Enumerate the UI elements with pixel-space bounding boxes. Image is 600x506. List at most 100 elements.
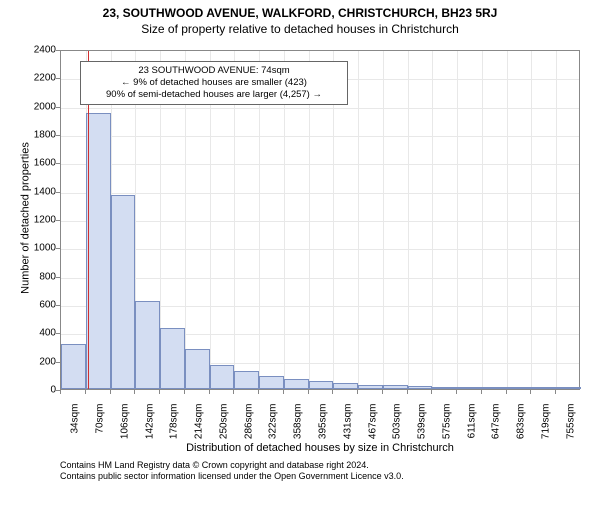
x-tick-mark xyxy=(233,390,234,394)
x-tick-label: 431sqm xyxy=(342,404,353,449)
x-tick-label: 647sqm xyxy=(491,404,502,449)
x-tick-mark xyxy=(308,390,309,394)
x-tick-mark xyxy=(209,390,210,394)
y-tick-mark xyxy=(56,107,60,108)
histogram-bar xyxy=(383,385,408,389)
y-tick-label: 1600 xyxy=(26,158,56,169)
histogram-bar xyxy=(185,349,210,389)
x-tick-label: 142sqm xyxy=(144,404,155,449)
annotation-line2: ← 9% of detached houses are smaller (423… xyxy=(87,77,341,89)
x-tick-mark xyxy=(110,390,111,394)
y-tick-label: 2000 xyxy=(26,101,56,112)
y-tick-mark xyxy=(56,192,60,193)
x-tick-label: 539sqm xyxy=(417,404,428,449)
x-tick-mark xyxy=(382,390,383,394)
x-tick-mark xyxy=(184,390,185,394)
x-tick-label: 358sqm xyxy=(293,404,304,449)
histogram-bar xyxy=(160,328,185,389)
y-tick-label: 2400 xyxy=(26,45,56,56)
x-tick-mark xyxy=(332,390,333,394)
gridline-vertical xyxy=(457,51,458,389)
x-tick-mark xyxy=(159,390,160,394)
gridline-horizontal xyxy=(61,193,579,194)
x-tick-mark xyxy=(431,390,432,394)
gridline-horizontal xyxy=(61,249,579,250)
y-tick-mark xyxy=(56,50,60,51)
histogram-bar xyxy=(309,381,334,389)
annotation-box: 23 SOUTHWOOD AVENUE: 74sqm ← 9% of detac… xyxy=(80,61,348,105)
x-tick-mark xyxy=(506,390,507,394)
y-tick-label: 0 xyxy=(26,385,56,396)
x-tick-label: 34sqm xyxy=(70,404,81,449)
gridline-vertical xyxy=(432,51,433,389)
x-tick-mark xyxy=(357,390,358,394)
y-tick-mark xyxy=(56,305,60,306)
x-tick-label: 611sqm xyxy=(466,404,477,449)
footer-line2: Contains public sector information licen… xyxy=(60,471,404,482)
x-tick-label: 214sqm xyxy=(194,404,205,449)
x-tick-mark xyxy=(134,390,135,394)
x-tick-label: 755sqm xyxy=(565,404,576,449)
x-tick-label: 683sqm xyxy=(516,404,527,449)
footer-line1: Contains HM Land Registry data © Crown c… xyxy=(60,460,404,471)
x-tick-mark xyxy=(456,390,457,394)
gridline-horizontal xyxy=(61,278,579,279)
gridline-horizontal xyxy=(61,164,579,165)
y-tick-mark xyxy=(56,248,60,249)
x-tick-mark xyxy=(530,390,531,394)
y-tick-label: 1400 xyxy=(26,186,56,197)
gridline-vertical xyxy=(383,51,384,389)
annotation-line1: 23 SOUTHWOOD AVENUE: 74sqm xyxy=(87,65,341,77)
y-tick-mark xyxy=(56,135,60,136)
x-tick-label: 467sqm xyxy=(367,404,378,449)
histogram-bar xyxy=(61,344,86,389)
histogram-bar xyxy=(408,386,433,389)
x-tick-mark xyxy=(555,390,556,394)
y-tick-label: 200 xyxy=(26,356,56,367)
histogram-bar xyxy=(482,387,507,389)
histogram-bar xyxy=(111,195,136,389)
x-tick-label: 719sqm xyxy=(540,404,551,449)
histogram-bar xyxy=(358,385,383,389)
histogram-bar xyxy=(432,387,457,389)
y-tick-mark xyxy=(56,277,60,278)
x-tick-label: 70sqm xyxy=(95,404,106,449)
gridline-vertical xyxy=(482,51,483,389)
gridline-vertical xyxy=(507,51,508,389)
x-tick-label: 503sqm xyxy=(392,404,403,449)
y-tick-label: 1800 xyxy=(26,130,56,141)
x-tick-label: 395sqm xyxy=(318,404,329,449)
gridline-vertical xyxy=(358,51,359,389)
y-tick-label: 1000 xyxy=(26,243,56,254)
page-title-address: 23, SOUTHWOOD AVENUE, WALKFORD, CHRISTCH… xyxy=(0,6,600,20)
histogram-bar xyxy=(333,383,358,389)
histogram-bar xyxy=(507,387,532,389)
gridline-vertical xyxy=(408,51,409,389)
x-tick-label: 286sqm xyxy=(243,404,254,449)
histogram-bar xyxy=(556,387,581,389)
gridline-vertical xyxy=(531,51,532,389)
y-tick-mark xyxy=(56,220,60,221)
x-tick-mark xyxy=(283,390,284,394)
x-tick-label: 575sqm xyxy=(441,404,452,449)
y-tick-mark xyxy=(56,163,60,164)
annotation-line3: 90% of semi-detached houses are larger (… xyxy=(87,89,341,101)
histogram-bar xyxy=(259,376,284,389)
y-tick-label: 800 xyxy=(26,271,56,282)
footer-attribution: Contains HM Land Registry data © Crown c… xyxy=(60,460,404,483)
histogram-bar xyxy=(284,379,309,389)
y-tick-mark xyxy=(56,333,60,334)
x-tick-mark xyxy=(60,390,61,394)
x-tick-label: 250sqm xyxy=(218,404,229,449)
y-tick-label: 400 xyxy=(26,328,56,339)
histogram-bar xyxy=(86,113,111,389)
x-tick-label: 106sqm xyxy=(119,404,130,449)
histogram-bar xyxy=(135,301,160,389)
histogram-bar xyxy=(234,371,259,389)
x-tick-mark xyxy=(258,390,259,394)
histogram-bar xyxy=(210,365,235,389)
gridline-vertical xyxy=(556,51,557,389)
page-title-subtitle: Size of property relative to detached ho… xyxy=(0,22,600,36)
gridline-horizontal xyxy=(61,136,579,137)
y-tick-mark xyxy=(56,362,60,363)
